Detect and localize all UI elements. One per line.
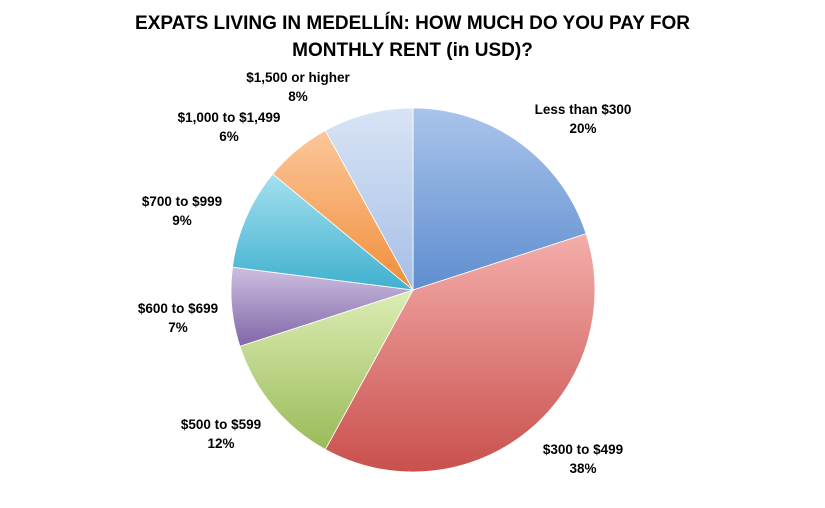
slice-percent-label: 9% <box>172 213 192 228</box>
slice-category-label: Less than $300 <box>535 102 632 117</box>
chart-title-line-2: MONTHLY RENT (in USD)? <box>292 40 533 61</box>
slice-percent-label: 12% <box>207 436 234 451</box>
slice-category-label: $300 to $499 <box>543 442 623 457</box>
chart-title-line-1: EXPATS LIVING IN MEDELLÍN: HOW MUCH DO Y… <box>135 13 690 34</box>
slice-percent-label: 20% <box>569 121 596 136</box>
pie-slice <box>324 107 414 291</box>
slice-category-label: $500 to $599 <box>181 417 261 432</box>
pie-slice <box>231 173 415 291</box>
slice-category-label: $700 to $999 <box>142 194 222 209</box>
pie-slice <box>412 107 587 291</box>
slice-percent-label: 8% <box>288 89 308 104</box>
pie-slice <box>239 289 414 451</box>
slice-category-label: $1,500 or higher <box>246 70 350 85</box>
slice-category-label: $600 to $699 <box>138 301 218 316</box>
pie-slice <box>324 233 596 473</box>
slice-percent-label: 7% <box>168 320 188 335</box>
chart-title: EXPATS LIVING IN MEDELLÍN: HOW MUCH DO Y… <box>0 10 825 64</box>
slice-category-label: $1,000 to $1,499 <box>178 110 281 125</box>
slice-percent-label: 6% <box>219 129 239 144</box>
slice-percent-label: 38% <box>569 461 596 476</box>
